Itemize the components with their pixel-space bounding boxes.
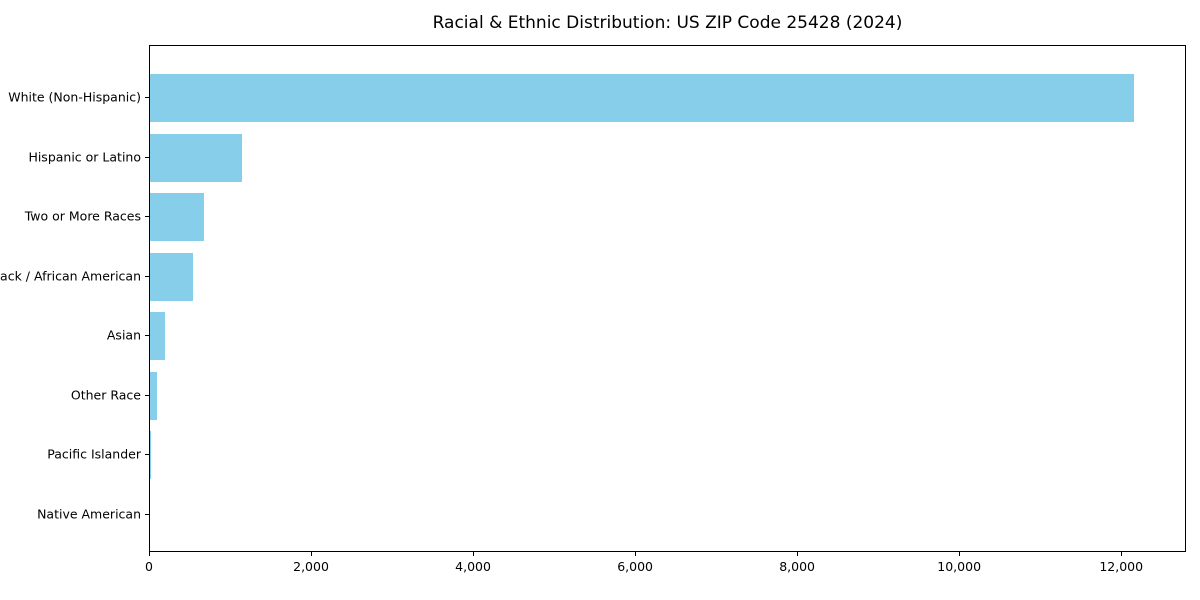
x-tick-label: 8,000	[779, 559, 816, 574]
bar	[150, 431, 151, 480]
bar	[150, 371, 158, 420]
y-tick-mark	[145, 97, 149, 98]
y-tick-label: Two or More Races	[24, 208, 141, 224]
x-tick-label: 2,000	[293, 559, 329, 574]
y-tick-mark	[145, 454, 149, 456]
y-tick-label: Other Race	[70, 387, 141, 403]
x-tick-label: 4,000	[455, 559, 491, 574]
y-tick-label: Asian	[106, 327, 141, 343]
y-tick-label: Hispanic or Latino	[28, 149, 141, 165]
y-tick-mark	[145, 394, 149, 396]
x-tick-mark	[473, 552, 475, 556]
x-tick-mark	[635, 552, 637, 556]
bar	[150, 74, 1135, 122]
x-tick-label: 0	[145, 559, 153, 574]
x-tick-label: 12,000	[1099, 559, 1144, 574]
bar	[150, 252, 193, 301]
chart-title: Racial & Ethnic Distribution: US ZIP Cod…	[432, 13, 903, 33]
y-tick-mark	[145, 156, 149, 158]
x-tick-mark	[797, 552, 799, 556]
bar	[150, 312, 165, 361]
x-tick-label: 10,000	[937, 559, 982, 574]
plot-area	[149, 45, 1186, 552]
x-tick-label: 6,000	[617, 559, 653, 574]
y-tick-mark	[145, 335, 149, 337]
x-tick-mark	[149, 552, 150, 556]
x-tick-mark	[959, 552, 961, 556]
y-tick-label: White (Non-Hispanic)	[8, 89, 141, 105]
bar	[150, 133, 243, 182]
x-tick-mark	[1121, 552, 1123, 556]
y-tick-mark	[145, 275, 149, 277]
y-tick-label: Pacific Islander	[47, 446, 141, 462]
y-tick-label: Black / African American	[0, 268, 141, 284]
bar	[150, 193, 205, 242]
x-tick-mark	[311, 552, 313, 556]
y-tick-label: Native American	[37, 506, 141, 522]
y-tick-mark	[145, 216, 149, 218]
y-tick-mark	[145, 513, 149, 515]
